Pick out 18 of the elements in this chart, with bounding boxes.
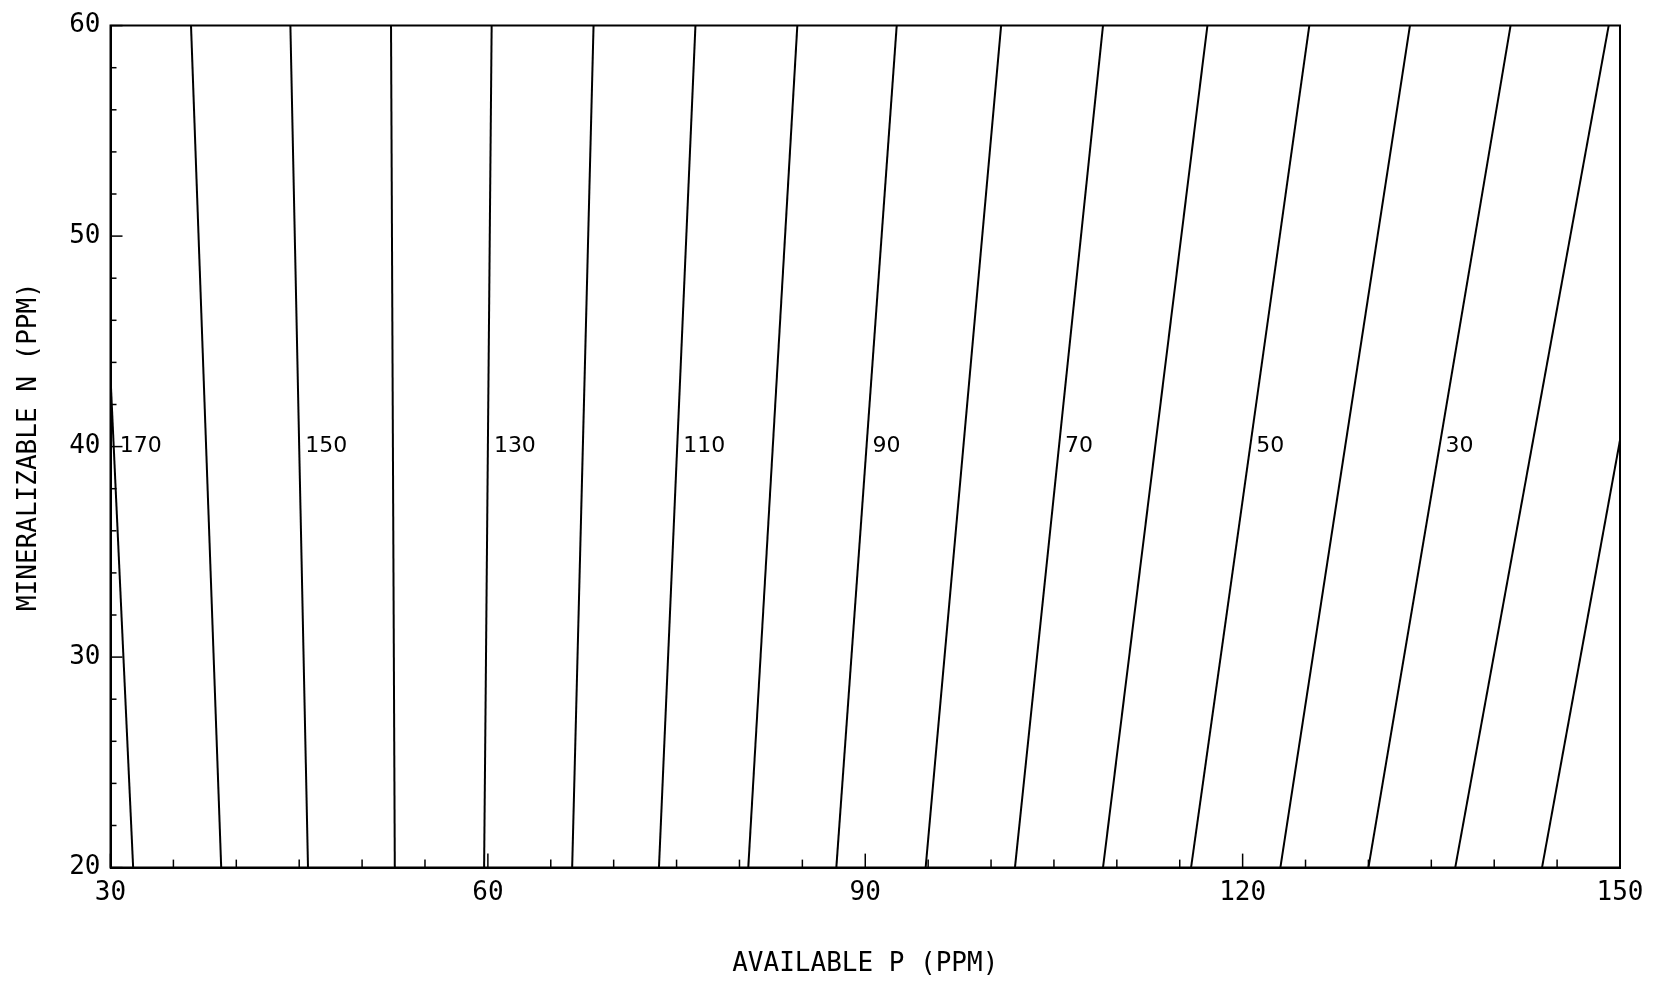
x-tick-label: 120 — [1219, 875, 1267, 906]
series-label: 170 — [119, 432, 162, 458]
series-label: 130 — [493, 432, 536, 458]
x-tick-label: 90 — [849, 875, 881, 906]
series-label: 50 — [1256, 432, 1285, 458]
series-label: 30 — [1445, 432, 1474, 458]
y-tick-label: 60 — [69, 8, 101, 39]
y-tick-label: 50 — [69, 218, 101, 249]
y-tick-label: 30 — [69, 639, 101, 670]
y-axis-title: MINERALIZABLE N (PPM) — [12, 282, 43, 611]
series-label: 70 — [1064, 432, 1093, 458]
series-label: 90 — [872, 432, 901, 458]
series-label: 110 — [683, 432, 726, 458]
x-tick-label: 60 — [472, 875, 504, 906]
x-tick-label: 150 — [1596, 875, 1644, 906]
x-axis-title: AVAILABLE P (PPM) — [732, 947, 999, 978]
series-label: 150 — [305, 432, 348, 458]
y-tick-label: 40 — [69, 429, 101, 460]
